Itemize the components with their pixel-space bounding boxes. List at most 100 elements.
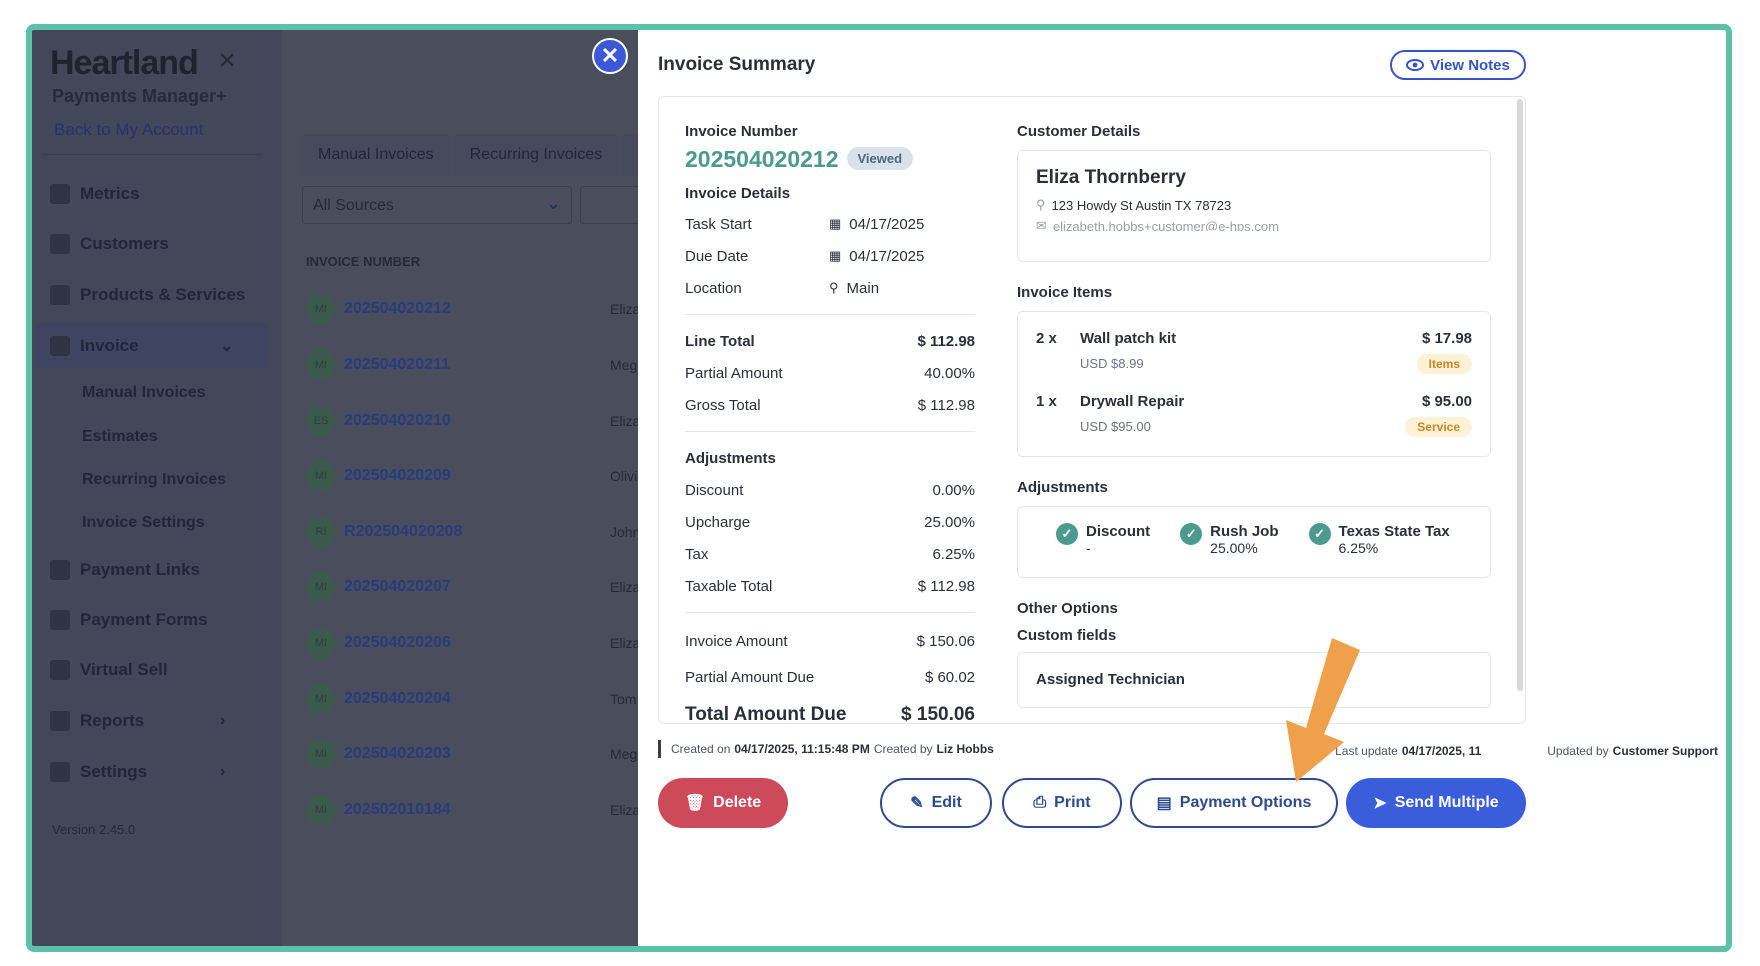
customer-cell: Eliza — [610, 579, 641, 595]
table-row[interactable]: MI 202504020209 Olivi — [306, 459, 637, 493]
send-multiple-button[interactable]: ➤ Send Multiple — [1346, 778, 1526, 828]
sidebar-item-settings[interactable]: Settings › — [50, 758, 225, 786]
table-row[interactable]: MI 202504020204 Tom — [306, 682, 636, 716]
table-row[interactable]: MI 202504020206 Eliza — [306, 626, 640, 660]
payment-options-button[interactable]: ▤ Payment Options — [1130, 778, 1338, 828]
table-row[interactable]: ES 202504020210 Eliza — [306, 404, 640, 438]
upcharge-value: 25.00% — [924, 513, 975, 531]
tax-row: Tax 6.25% — [685, 538, 975, 570]
check-circle-icon: ✓ — [1180, 523, 1203, 545]
sidebar-item-payment-forms[interactable]: Payment Forms — [50, 606, 208, 634]
customer-card: Eliza Thornberry ⚲ 123 Howdy St Austin TX… — [1017, 150, 1491, 262]
edit-button[interactable]: ✎ Edit — [880, 778, 992, 828]
sidebar-sub-estimates[interactable]: Estimates — [82, 428, 158, 445]
invoice-link[interactable]: 202502010184 — [344, 801, 451, 818]
created-by-prefix: Created by — [873, 742, 933, 756]
table-row[interactable]: MI 202504020212 Eliza — [306, 292, 640, 326]
tab-manual-invoices[interactable]: Manual Invoices — [302, 134, 450, 176]
invoice-amount-value: $ 150.06 — [916, 632, 975, 650]
invoice-link[interactable]: 202504020207 — [344, 578, 451, 595]
avatar: MI — [306, 795, 336, 825]
created-info: Created on 04/17/2025, 11:15:48 PM Creat… — [658, 740, 994, 758]
payment-options-label: Payment Options — [1179, 794, 1312, 811]
sidebar-item-metrics[interactable]: Metrics — [50, 180, 140, 208]
customers-icon — [50, 234, 70, 254]
sidebar-sub-manual-invoices[interactable]: Manual Invoices — [82, 384, 206, 401]
summary-panel: Invoice Number 202504020212 Viewed Invoic… — [658, 96, 1526, 724]
customer-cell: John — [610, 524, 641, 540]
sidebar-item-reports[interactable]: Reports › — [50, 707, 225, 735]
gross-total-row: Gross Total $ 112.98 — [685, 389, 975, 421]
brand-logo: Heartland — [50, 44, 199, 82]
invoice-link[interactable]: 202504020204 — [344, 690, 451, 707]
status-badge: Viewed — [846, 147, 914, 170]
printer-icon: ⎙ — [1033, 794, 1047, 811]
sidebar-item-label: Customers — [80, 234, 169, 253]
discount-row: Discount 0.00% — [685, 474, 975, 506]
sidebar-item-invoice[interactable]: Invoice ⌄ — [50, 332, 233, 360]
search-input[interactable] — [580, 186, 640, 224]
table-row[interactable]: MI 202504020207 Eliza — [306, 570, 640, 604]
location-row: Location ⚲ Main — [685, 272, 975, 304]
due-date-value: 04/17/2025 — [849, 247, 925, 265]
avatar: MI — [306, 572, 336, 602]
sidebar-sub-recurring[interactable]: Recurring Invoices — [82, 471, 227, 488]
delete-button[interactable]: 🗑 Delete — [658, 778, 788, 828]
partial-due-value: $ 60.02 — [924, 668, 975, 686]
screenshot-frame: Heartland Payments Manager+ ✕ Back to My… — [26, 24, 1732, 952]
customer-column: Customer Details Eliza Thornberry ⚲ 123 H… — [1017, 123, 1491, 708]
sidebar-item-label: Products & Services — [80, 285, 246, 304]
customer-cell: Meg — [610, 357, 638, 373]
arrow-overlap-gap — [1485, 744, 1543, 758]
divider — [685, 612, 975, 613]
table-row[interactable]: RI R202504020208 John — [306, 515, 640, 549]
close-modal-button[interactable]: ✕ — [592, 38, 628, 74]
line-total-label: Line Total — [685, 332, 755, 350]
invoice-link[interactable]: 202504020211 — [344, 356, 450, 373]
invoice-link[interactable]: 202504020206 — [344, 634, 451, 651]
tab-recurring-invoices[interactable]: Recurring Invoices — [453, 134, 619, 176]
view-notes-button[interactable]: View Notes — [1390, 50, 1526, 80]
sidebar-item-label: Payment Links — [80, 560, 200, 579]
item-name: Wall patch kit — [1080, 330, 1177, 347]
sidebar-item-virtual-sell[interactable]: Virtual Sell — [50, 656, 168, 684]
table-row[interactable]: MI 202502010184 Eliza — [306, 793, 640, 827]
mail-icon: ✉ — [1036, 221, 1047, 231]
sidebar-item-label: Reports — [80, 711, 145, 730]
total-due-label: Total Amount Due — [685, 704, 847, 724]
sidebar-item-customers[interactable]: Customers — [50, 230, 169, 258]
invoice-amount-label: Invoice Amount — [685, 632, 788, 650]
check-circle-icon: ✓ — [1308, 523, 1331, 545]
scrollbar[interactable] — [1517, 99, 1523, 691]
sidebar-item-products[interactable]: Products & Services — [50, 281, 245, 309]
table-row[interactable]: MI 202504020203 Meg — [306, 737, 637, 771]
close-icon[interactable]: ✕ — [218, 48, 237, 73]
customer-cell: Eliza — [610, 301, 641, 317]
form-icon — [50, 610, 70, 630]
back-to-account-link[interactable]: Back to My Account — [54, 120, 204, 139]
invoice-link[interactable]: 202504020212 — [344, 300, 451, 317]
cart-icon — [50, 660, 70, 680]
sidebar-item-payment-links[interactable]: Payment Links — [50, 556, 200, 584]
invoice-link[interactable]: 202504020209 — [344, 467, 451, 484]
customer-cell: Meg — [610, 746, 638, 762]
eye-icon — [1406, 59, 1425, 71]
avatar: MI — [306, 684, 336, 714]
location-pin-icon: ⚲ — [829, 280, 839, 295]
sidebar-sub-settings[interactable]: Invoice Settings — [82, 514, 205, 531]
edit-label: Edit — [931, 794, 962, 811]
table-row[interactable]: MI 202504020211 Meg — [306, 348, 637, 382]
divider — [685, 431, 975, 432]
sidebar-item-label: Metrics — [80, 184, 140, 203]
invoice-link[interactable]: 202504020203 — [344, 745, 451, 762]
invoice-link[interactable]: R202504020208 — [344, 523, 463, 540]
customer-cell: Tom — [610, 691, 637, 707]
print-button[interactable]: ⎙ Print — [1002, 778, 1122, 828]
taxable-total-row: Taxable Total $ 112.98 — [685, 570, 975, 602]
background-app: Heartland Payments Manager+ ✕ Back to My… — [32, 30, 1726, 946]
source-filter[interactable]: All Sources ⌄ — [302, 186, 572, 224]
updated-prefix: Last update — [1335, 744, 1398, 758]
metrics-icon — [50, 184, 70, 204]
view-notes-label: View Notes — [1430, 56, 1510, 74]
invoice-link[interactable]: 202504020210 — [344, 412, 451, 429]
